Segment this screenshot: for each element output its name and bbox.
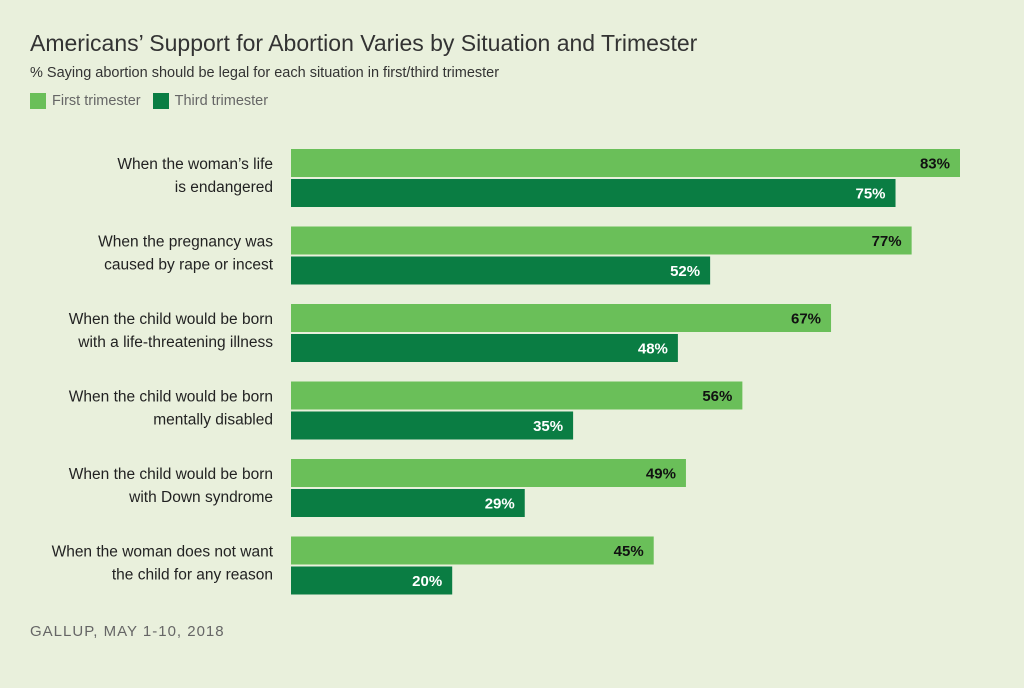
bar-third-trimester	[291, 256, 711, 285]
legend-item-third-trimester: Third trimester	[152, 93, 269, 109]
data-label: 75%	[855, 186, 885, 203]
category-label-line: is endangered	[175, 179, 273, 196]
data-label: 83%	[920, 156, 950, 173]
category-label-line: the child for any reason	[112, 567, 273, 584]
category-label: When the child would be born with Down sy…	[69, 466, 273, 506]
bar-first-trimester	[291, 304, 832, 332]
category-label-line: When the pregnancy was	[98, 234, 273, 251]
category-label: When the woman does not want the child fo…	[52, 544, 274, 584]
bar-first-trimester	[291, 459, 686, 487]
category-label-line: When the woman does not want	[52, 544, 274, 561]
bar-third-trimester	[291, 489, 525, 517]
bar-third-trimester	[291, 334, 678, 362]
data-label: 48%	[638, 341, 668, 358]
category-label-line: When the woman’s life	[117, 156, 273, 173]
data-label: 56%	[702, 388, 732, 405]
data-label: 45%	[614, 543, 644, 560]
data-label: 20%	[412, 573, 442, 590]
category-label: When the child would be born mentally dis…	[69, 389, 273, 429]
data-label: 77%	[872, 233, 902, 250]
data-label: 35%	[533, 418, 563, 435]
category-label: When the child would be born with a life-…	[69, 311, 273, 351]
legend-swatch-first-trimester	[30, 93, 46, 109]
chart-subtitle: % Saying abortion should be legal for ea…	[30, 65, 500, 81]
legend-item-first-trimester: First trimester	[30, 93, 141, 109]
bar-first-trimester	[291, 149, 960, 177]
category-label-line: When the child would be born	[69, 389, 273, 406]
legend-label-first-trimester: First trimester	[52, 93, 141, 109]
category-label: When the woman’s life is endangered	[117, 156, 273, 196]
legend-swatch-third-trimester	[152, 93, 169, 109]
source-note: GALLUP, MAY 1-10, 2018	[30, 623, 225, 640]
legend: First trimester Third trimester	[30, 93, 280, 109]
bar-first-trimester	[291, 536, 654, 565]
data-label: 29%	[485, 496, 515, 513]
data-label: 49%	[646, 466, 676, 483]
category-label-line: mentally disabled	[153, 412, 273, 429]
bar-third-trimester	[291, 411, 574, 440]
category-label-line: When the child would be born	[69, 466, 273, 483]
bar-third-trimester	[291, 179, 896, 207]
bar-first-trimester	[291, 226, 912, 255]
category-label-line: with a life-threatening illness	[77, 334, 273, 351]
category-label-line: with Down syndrome	[128, 489, 273, 506]
data-label: 67%	[791, 311, 821, 328]
chart-title: Americans’ Support for Abortion Varies b…	[30, 30, 698, 56]
bar-third-trimester	[291, 566, 453, 595]
data-label: 52%	[670, 263, 700, 280]
bar-first-trimester	[291, 381, 743, 410]
category-label-line: When the child would be born	[69, 311, 273, 328]
category-label-line: caused by rape or incest	[104, 257, 274, 274]
category-label: When the pregnancy was caused by rape or …	[98, 234, 274, 274]
legend-label-third-trimester: Third trimester	[174, 93, 269, 109]
